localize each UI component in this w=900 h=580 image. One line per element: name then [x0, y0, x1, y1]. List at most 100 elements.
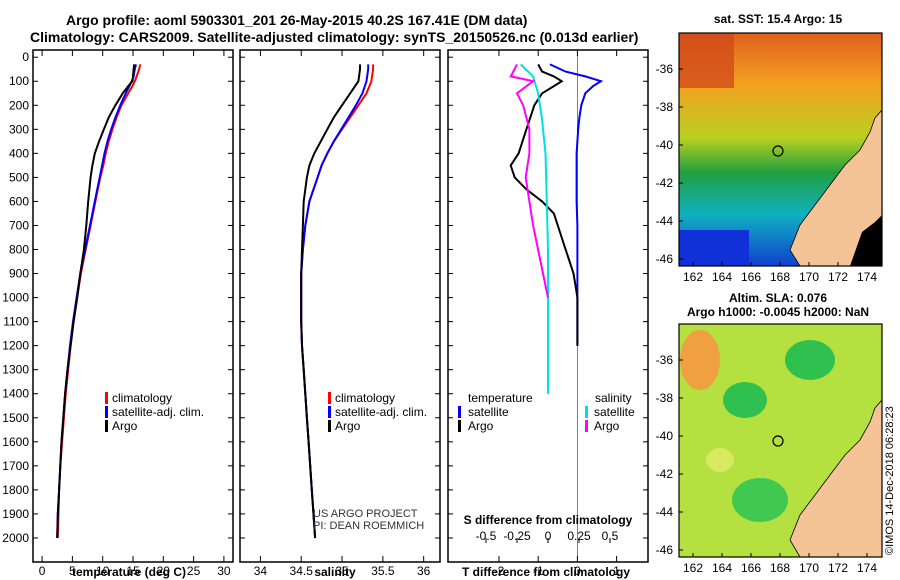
salinity-x-axis: 34 34.5 35 35.5 36 — [254, 50, 431, 578]
latitude-tick-label: -36 — [656, 62, 674, 76]
credit-line1: US ARGO PROJECT — [313, 508, 418, 520]
legend3-salinity-header: salinity — [595, 391, 632, 405]
legend3-s-argo-swatch — [585, 420, 588, 432]
depth-tick-label: 1200 — [2, 339, 29, 353]
longitude-tick-label: 162 — [683, 561, 703, 575]
x-tick-label: -1 — [533, 564, 544, 578]
latitude-tick-label: -38 — [656, 100, 674, 114]
difference-depth-ticks — [448, 56, 648, 539]
sla-low-patch-1 — [723, 382, 767, 418]
latitude-tick-label: -40 — [656, 429, 674, 443]
x-tick-label: 0 — [574, 564, 581, 578]
legend-climatology-label: climatology — [112, 391, 172, 405]
x-tick-label: 34.5 — [290, 564, 314, 578]
longitude-tick-label: 174 — [857, 561, 877, 575]
latitude-tick-label: -38 — [656, 391, 674, 405]
salinity-legend: climatology satellite-adj. clim. Argo — [328, 391, 427, 433]
sst-map-title: sat. SST: 15.4 Argo: 15 — [714, 12, 843, 26]
salinity-plot-frame — [239, 49, 441, 563]
legend2-argo-swatch — [328, 420, 331, 432]
depth-tick-label: 1300 — [2, 363, 29, 377]
sla-map-panel: Altim. SLA: 0.076 Argo h1000: -0.0045 h2… — [656, 291, 883, 575]
depth-tick-label: 1500 — [2, 411, 29, 425]
x-tick-label: 20 — [157, 564, 171, 578]
x-tick-label: 34 — [254, 564, 268, 578]
longitude-tick-label: 170 — [799, 270, 819, 284]
longitude-tick-label: 174 — [857, 270, 877, 284]
profile-line-temperature-satellite — [549, 63, 604, 346]
legend-satellite-swatch — [105, 406, 108, 418]
latitude-tick-label: -42 — [656, 467, 674, 481]
legend-satellite-label: satellite-adj. clim. — [112, 405, 204, 419]
temperature-profiles — [56, 64, 142, 539]
difference-panel: -2 -1 0 1 -0.5 -0.25 0 0.25 0.5 T difference fr… — [447, 49, 649, 579]
latitude-tick-label: -42 — [656, 176, 674, 190]
depth-tick-label: 0 — [22, 50, 29, 64]
depth-tick-label: 100 — [9, 74, 29, 88]
imos-watermark: ©IMOS 14-Dec-2018 06:28:23 — [884, 406, 896, 555]
legend3-s-satellite-label: satellite — [594, 405, 635, 419]
figure-title-line1: Argo profile: aoml 5903301_201 26-May-20… — [66, 12, 527, 28]
salinity-depth-ticks — [240, 56, 440, 539]
depth-tick-label: 1700 — [2, 459, 29, 473]
depth-tick-label: 200 — [9, 98, 29, 112]
salinity-profiles — [300, 64, 375, 539]
temperature-plot-frame — [32, 49, 234, 563]
sst-no-data-patch — [850, 215, 882, 266]
longitude-tick-label: 166 — [741, 561, 761, 575]
legend3-t-satellite-label: satellite — [468, 405, 509, 419]
s-tick-label: 0.5 — [602, 529, 619, 543]
legend3-s-argo-label: Argo — [594, 419, 620, 433]
x-tick-label: 1 — [613, 564, 620, 578]
x-tick-label: 15 — [126, 564, 140, 578]
longitude-tick-label: 172 — [828, 561, 848, 575]
legend3-t-satellite-swatch — [458, 406, 461, 418]
depth-tick-label: 1800 — [2, 483, 29, 497]
difference-legend: temperature salinity satellite Argo sate… — [458, 391, 635, 433]
depth-tick-label: 500 — [9, 170, 29, 184]
depth-tick-label: 2000 — [2, 531, 29, 545]
legend3-t-argo-label: Argo — [468, 419, 494, 433]
depth-tick-label: 800 — [9, 243, 29, 257]
x-tick-label: -2 — [494, 564, 505, 578]
temperature-axis-label: temperature (deg C) — [72, 565, 186, 579]
depth-tick-label: 900 — [9, 267, 29, 281]
salinity-axis-label: salinity — [314, 565, 356, 579]
sla-low-patch-3 — [732, 478, 788, 522]
depth-tick-label: 700 — [9, 218, 29, 232]
latitude-tick-label: -46 — [656, 543, 674, 557]
latitude-tick-label: -44 — [656, 214, 674, 228]
x-tick-label: 36 — [417, 564, 431, 578]
longitude-tick-label: 168 — [770, 561, 790, 575]
t-difference-axis-label: T difference from climatology — [462, 565, 630, 579]
latitude-tick-label: -36 — [656, 353, 674, 367]
sla-low-patch-2 — [785, 340, 835, 380]
s-tick-label: 0 — [545, 529, 552, 543]
sla-latitude-axis: -36 -38 -40 -42 -44 -46 — [656, 353, 683, 557]
depth-tick-label: 300 — [9, 122, 29, 136]
legend2-satellite-label: satellite-adj. clim. — [335, 405, 427, 419]
sla-high-patch — [680, 330, 720, 390]
sla-map-subtitle: Argo h1000: -0.0045 h2000: NaN — [687, 305, 869, 319]
legend3-t-argo-swatch — [458, 420, 461, 432]
longitude-tick-label: 172 — [828, 270, 848, 284]
sst-argo-location-marker — [772, 145, 784, 157]
depth-tick-label: 1000 — [2, 291, 29, 305]
depth-tick-label: 1100 — [3, 315, 29, 329]
profile-line-argo — [300, 64, 361, 539]
depth-tick-label: 1600 — [2, 435, 29, 449]
s-tick-label: -0.25 — [503, 529, 531, 543]
longitude-tick-label: 168 — [770, 270, 790, 284]
x-tick-label: 35 — [335, 564, 349, 578]
longitude-tick-label: 170 — [799, 561, 819, 575]
sla-longitude-axis: 162 164 166 168 170 172 174 — [683, 553, 877, 575]
s-difference-axis-label: S difference from climatology — [464, 513, 633, 527]
depth-tick-label: 600 — [9, 194, 29, 208]
x-tick-label: 0 — [39, 564, 46, 578]
depth-tick-label: 1400 — [2, 387, 29, 401]
sst-warm-patch — [679, 33, 734, 88]
temperature-legend: climatology satellite-adj. clim. Argo — [105, 391, 204, 433]
longitude-tick-label: 166 — [741, 270, 761, 284]
longitude-tick-label: 164 — [712, 270, 732, 284]
